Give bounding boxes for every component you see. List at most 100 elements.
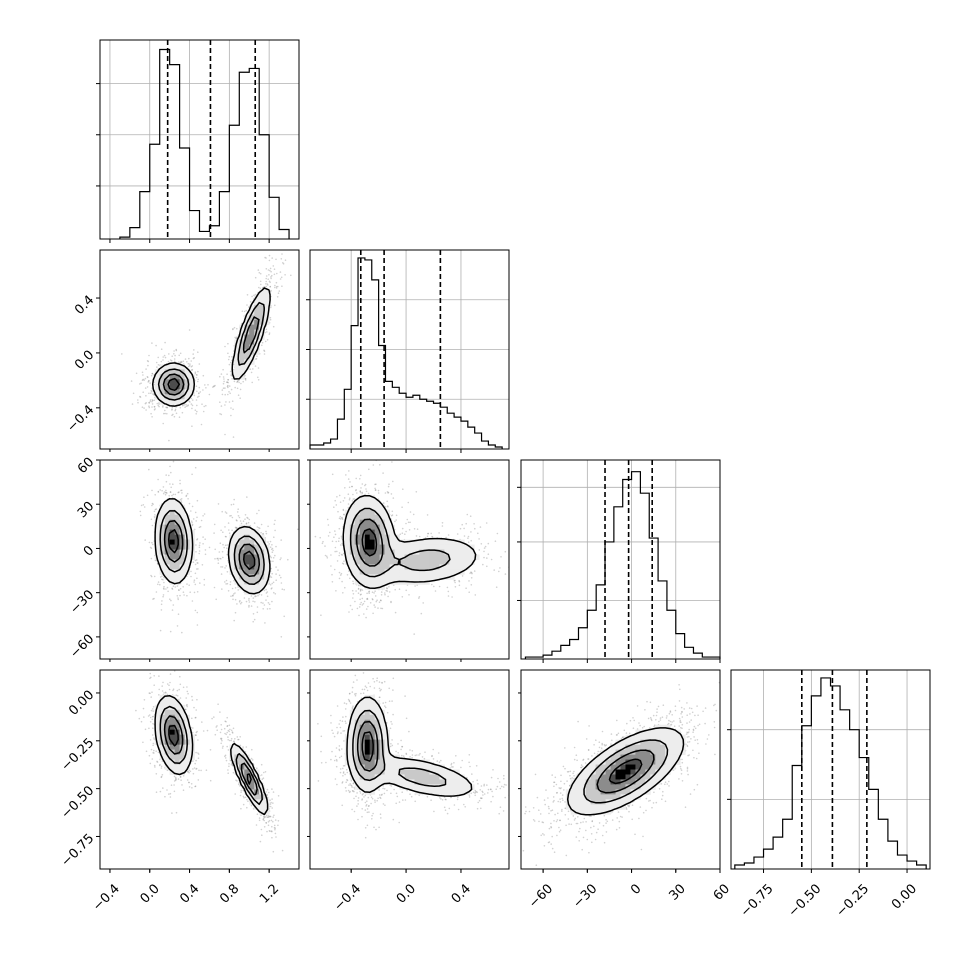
density-cell: [164, 574, 171, 580]
panel-frame: [99, 669, 300, 870]
sample-point: [191, 717, 193, 720]
sample-point: [195, 413, 197, 415]
sample-point: [176, 585, 179, 587]
sample-point: [148, 402, 151, 404]
sample-point: [232, 727, 235, 730]
sample-point: [150, 709, 153, 712]
sample-point: [258, 819, 261, 822]
density-cell: [239, 754, 245, 760]
density-cell: [169, 384, 176, 390]
sample-point: [232, 328, 234, 331]
sample-point: [196, 591, 199, 593]
sample-point: [269, 805, 272, 808]
sample-point: [262, 533, 264, 535]
density-cell: [169, 759, 176, 765]
sample-point: [171, 609, 174, 611]
sample-point: [121, 353, 123, 355]
sample-point: [147, 715, 150, 717]
sample-point: [279, 278, 282, 280]
sample-point: [254, 595, 256, 598]
sample-point: [145, 402, 147, 404]
density-cell: [254, 544, 260, 550]
sample-point: [155, 344, 157, 347]
density-cell: [154, 374, 161, 380]
sample-point: [163, 576, 165, 579]
sample-point: [222, 556, 224, 559]
density-cell: [184, 519, 190, 526]
density-cell: [154, 724, 161, 731]
sample-point: [262, 815, 265, 818]
sample-point: [482, 563, 484, 566]
sample-point: [228, 730, 230, 733]
sample-point: [232, 598, 234, 601]
sample-point: [158, 403, 160, 405]
sample-point: [250, 605, 253, 607]
sample-point: [204, 538, 206, 540]
density-cell: [174, 754, 181, 760]
sample-point: [273, 824, 276, 827]
sample-point: [469, 572, 471, 575]
sample-point: [199, 582, 201, 584]
sample-point: [242, 803, 245, 806]
sample-point: [267, 525, 269, 528]
density-cell: [164, 694, 171, 701]
sample-point: [179, 479, 181, 482]
sample-point: [245, 523, 248, 525]
density-cell: [174, 364, 181, 370]
density-cell: [174, 749, 181, 755]
sample-point: [238, 516, 241, 519]
sample-point: [348, 470, 350, 472]
sample-point: [265, 822, 268, 824]
sample-point: [195, 544, 197, 546]
sample-point: [222, 543, 224, 546]
density-cell: [169, 764, 176, 770]
sample-point: [252, 368, 254, 370]
sample-point: [145, 409, 147, 411]
sample-point: [273, 814, 275, 817]
sample-point: [272, 791, 275, 793]
density-cell: [154, 529, 161, 536]
sample-point: [140, 382, 142, 385]
sample-point: [153, 394, 155, 396]
sample-point: [188, 771, 190, 774]
sample-point: [152, 727, 154, 729]
density-cell: [234, 364, 240, 370]
sample-point: [157, 751, 160, 754]
sample-point: [160, 765, 163, 768]
sample-point: [271, 600, 273, 603]
sample-point: [270, 801, 272, 804]
density-cell: [249, 579, 255, 585]
sample-point: [260, 283, 262, 286]
sample-point: [278, 574, 281, 577]
density-cell: [169, 729, 176, 736]
sample-point: [162, 406, 164, 408]
density-cell: [169, 719, 176, 726]
sample-point: [240, 522, 243, 525]
sample-point: [246, 304, 248, 306]
sample-point: [338, 577, 341, 580]
sample-point: [151, 715, 154, 718]
density-cell: [239, 359, 245, 365]
sample-point: [189, 591, 191, 593]
sample-point: [185, 403, 187, 406]
density-cell: [249, 784, 255, 790]
density-cell: [169, 709, 176, 716]
sample-point: [254, 365, 257, 367]
density-cell: [184, 749, 190, 755]
sample-point: [347, 506, 350, 509]
density-cell: [169, 754, 176, 760]
sample-point: [264, 622, 266, 624]
density-cell: [174, 569, 181, 575]
sample-point: [162, 595, 164, 598]
density-cell: [249, 354, 255, 360]
sample-point: [182, 789, 185, 791]
density-cell: [169, 529, 176, 536]
sample-point: [198, 526, 201, 529]
sample-point: [198, 544, 201, 547]
sample-point: [224, 387, 226, 389]
density-cell: [179, 719, 185, 726]
density-cell: [159, 389, 166, 395]
sample-point: [159, 576, 162, 578]
sample-point: [231, 400, 234, 403]
sample-point: [267, 278, 270, 281]
